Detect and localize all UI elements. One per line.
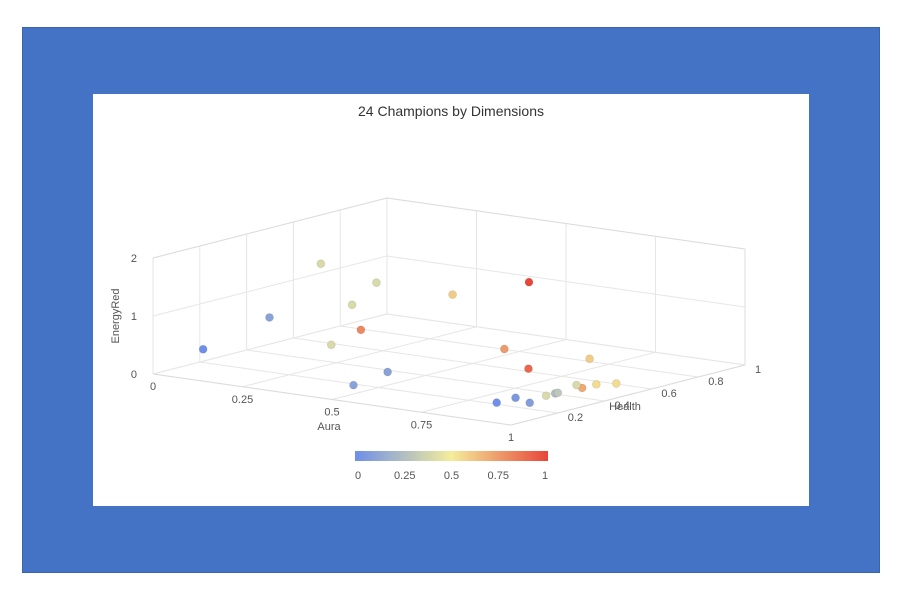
colorbar-tick-label: 1 xyxy=(542,470,548,482)
colorbar xyxy=(355,451,548,461)
x-tick-label: 0.75 xyxy=(411,419,432,431)
colorbar-tick-label: 0.5 xyxy=(444,470,459,482)
colorbar-tick-label: 0.25 xyxy=(394,470,415,482)
side-wall-grid-y xyxy=(152,313,388,375)
colorbar-tick-label: 0.75 xyxy=(488,470,509,482)
scatter-point xyxy=(326,340,336,350)
x-tick-label: 0.25 xyxy=(232,394,253,406)
point-layer xyxy=(198,259,621,408)
scatter-point xyxy=(348,380,358,390)
z-tick-label: 0.8 xyxy=(708,376,723,388)
frame-edge xyxy=(386,197,746,250)
scatter-point xyxy=(524,277,534,287)
colorbar-tick-label: 0 xyxy=(355,470,361,482)
scatter-point xyxy=(585,354,595,364)
tick-layer: 0 0.25 0.5 0.75 1 0.2 0.4 0.6 0.8 1 0 1 2 xyxy=(131,253,761,444)
z-axis-title: Health xyxy=(609,401,641,413)
y-tick-label: 2 xyxy=(131,253,137,265)
scatter-point xyxy=(572,380,582,390)
z-tick-label: 0.4 xyxy=(615,400,630,412)
floor-grid-x xyxy=(242,326,477,388)
scatter-point xyxy=(492,398,502,408)
frame-edge xyxy=(152,197,388,259)
chart-card: 24 Champions by Dimensions 0 0.25 0.5 0.75 1… xyxy=(93,94,809,506)
back-wall-grid-y xyxy=(386,255,746,308)
z-tick-label: 1 xyxy=(755,364,761,376)
back-wall-grid-y xyxy=(386,313,746,366)
y-tick-label: 0 xyxy=(131,369,137,381)
floor-grid-x xyxy=(331,339,567,400)
scatter-point xyxy=(316,259,326,269)
chart-plot-area: 0 0.25 0.5 0.75 1 0.2 0.4 0.6 0.8 1 0 1 2 Aura Healt… xyxy=(110,197,761,482)
colorbar-ticks: 0 0.25 0.5 0.75 1 xyxy=(355,470,548,482)
scatter-point xyxy=(541,391,551,401)
frame-edge xyxy=(152,373,512,426)
x-tick-label: 0 xyxy=(150,381,156,393)
scatter-point xyxy=(523,364,533,374)
scatter-point xyxy=(611,379,621,388)
z-tick-label: 0.6 xyxy=(661,388,676,400)
floor-grid-z xyxy=(293,337,652,390)
floor-grid-z xyxy=(199,361,558,414)
floor-grid-x xyxy=(421,351,656,413)
scatter-point xyxy=(347,300,357,310)
scatter-point xyxy=(499,344,509,354)
scatter-point xyxy=(525,398,535,408)
scatter-point xyxy=(356,325,366,335)
z-tick-label: 0.2 xyxy=(568,412,583,424)
scatter-point xyxy=(448,290,458,300)
scatter-point xyxy=(198,344,208,354)
y-axis-title: EnergyRed xyxy=(110,288,122,343)
floor-grid-z xyxy=(340,325,699,378)
y-tick-label: 1 xyxy=(131,311,137,323)
x-axis-title: Aura xyxy=(317,421,341,433)
grid-layer xyxy=(152,197,746,426)
scatter-point xyxy=(383,367,393,377)
scatter-point xyxy=(371,278,381,288)
scatter-point xyxy=(511,393,521,403)
x-tick-label: 0.5 xyxy=(324,407,339,419)
chart-title: 24 Champions by Dimensions xyxy=(358,103,544,119)
scatter-point xyxy=(553,388,563,398)
side-wall-grid-y xyxy=(152,255,388,317)
scatter-point xyxy=(591,379,601,389)
frame-edge xyxy=(510,364,746,426)
scatter-point xyxy=(264,312,274,322)
x-tick-label: 1 xyxy=(508,432,514,444)
